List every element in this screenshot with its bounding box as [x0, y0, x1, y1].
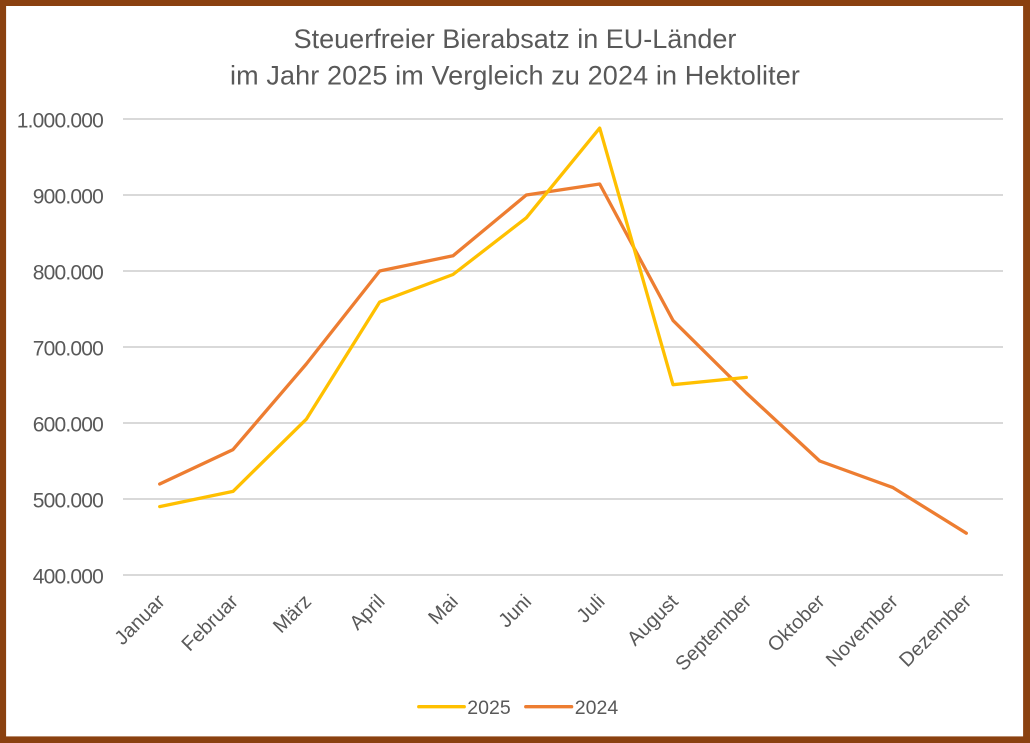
svg-text:2025: 2025: [467, 697, 511, 719]
svg-text:500.000: 500.000: [33, 490, 103, 513]
svg-text:Steuerfreier Bierabsatz in EU-: Steuerfreier Bierabsatz in EU-Länder: [294, 24, 737, 54]
svg-text:900.000: 900.000: [33, 186, 103, 209]
svg-text:2024: 2024: [575, 697, 619, 719]
svg-text:600.000: 600.000: [33, 414, 103, 437]
svg-text:im Jahr 2025 im Vergleich zu 2: im Jahr 2025 im Vergleich zu 2024 in Hek…: [230, 61, 800, 91]
svg-text:800.000: 800.000: [33, 262, 103, 285]
svg-text:700.000: 700.000: [33, 338, 103, 361]
svg-text:400.000: 400.000: [33, 566, 103, 589]
svg-text:1.000.000: 1.000.000: [17, 110, 103, 133]
